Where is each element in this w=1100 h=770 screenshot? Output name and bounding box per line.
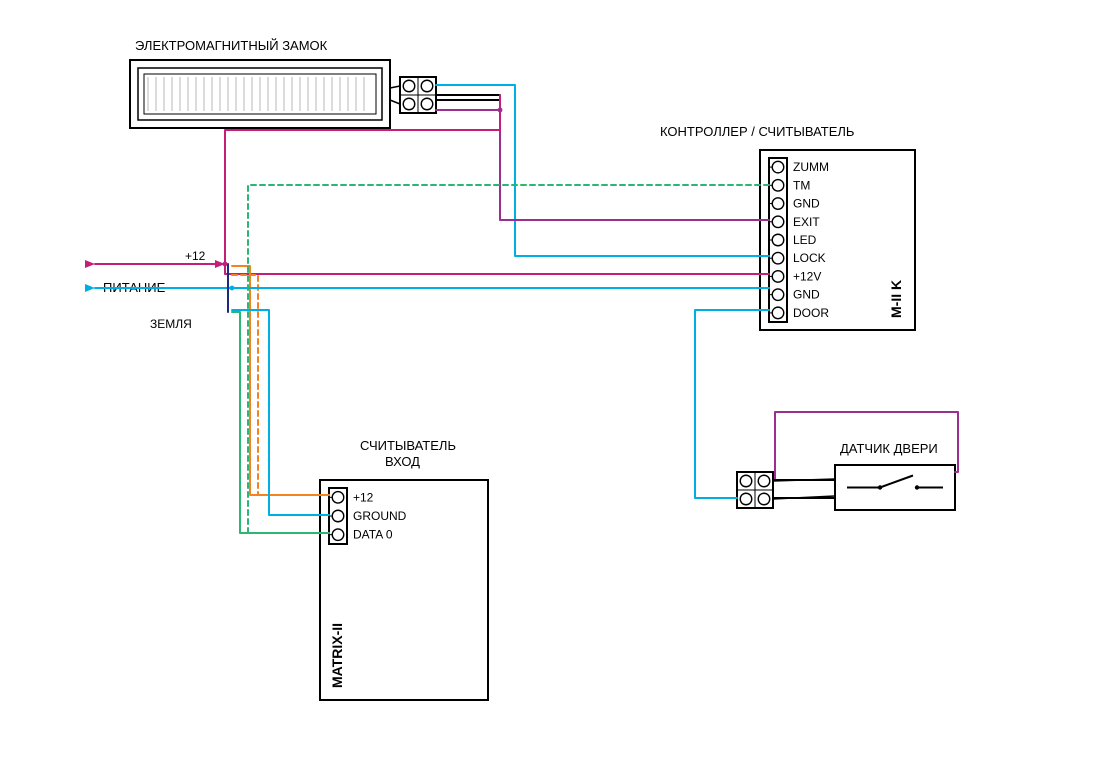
controller-pin-lock: LOCK — [793, 251, 826, 265]
wire-green-11 — [232, 312, 329, 533]
controller-title: КОНТРОЛЛЕР / СЧИТЫВАТЕЛЬ — [660, 124, 854, 139]
controller-pin-tm: TM — [793, 178, 810, 192]
reader-pin-+12: +12 — [353, 490, 374, 504]
door-sensor-title: ДАТЧИК ДВЕРИ — [840, 441, 938, 456]
controller-pin-door: DOOR — [793, 306, 829, 320]
reader-pin-data-0: DATA 0 — [353, 528, 393, 542]
wire-cyan-9 — [232, 310, 329, 515]
controller-pin-zumm: ZUMM — [793, 160, 829, 174]
reader-title-1: СЧИТЫВАТЕЛЬ — [360, 438, 456, 453]
controller-pin-gnd: GND — [793, 288, 820, 302]
wire-orange-6 — [232, 266, 329, 495]
controller-pin-led: LED — [793, 233, 817, 247]
controller-pin-exit: EXIT — [793, 215, 820, 229]
controller-name: M-II K — [888, 280, 904, 318]
label-ground: ЗЕМЛЯ — [150, 317, 192, 331]
reader-name: MATRIX-II — [329, 623, 345, 688]
reader-title-2: ВХОД — [385, 454, 420, 469]
controller-pin-gnd: GND — [793, 197, 820, 211]
reader-pin-ground: GROUND — [353, 509, 407, 523]
wire-cyan-13 — [695, 310, 769, 498]
wire-magenta-5 — [225, 264, 769, 274]
wire-orange-7 — [232, 275, 329, 495]
label-plus12: +12 — [185, 249, 206, 263]
lock-title: ЭЛЕКТРОМАГНИТНЫЙ ЗАМОК — [135, 38, 328, 53]
controller-pin-+12v: +12V — [793, 269, 821, 283]
